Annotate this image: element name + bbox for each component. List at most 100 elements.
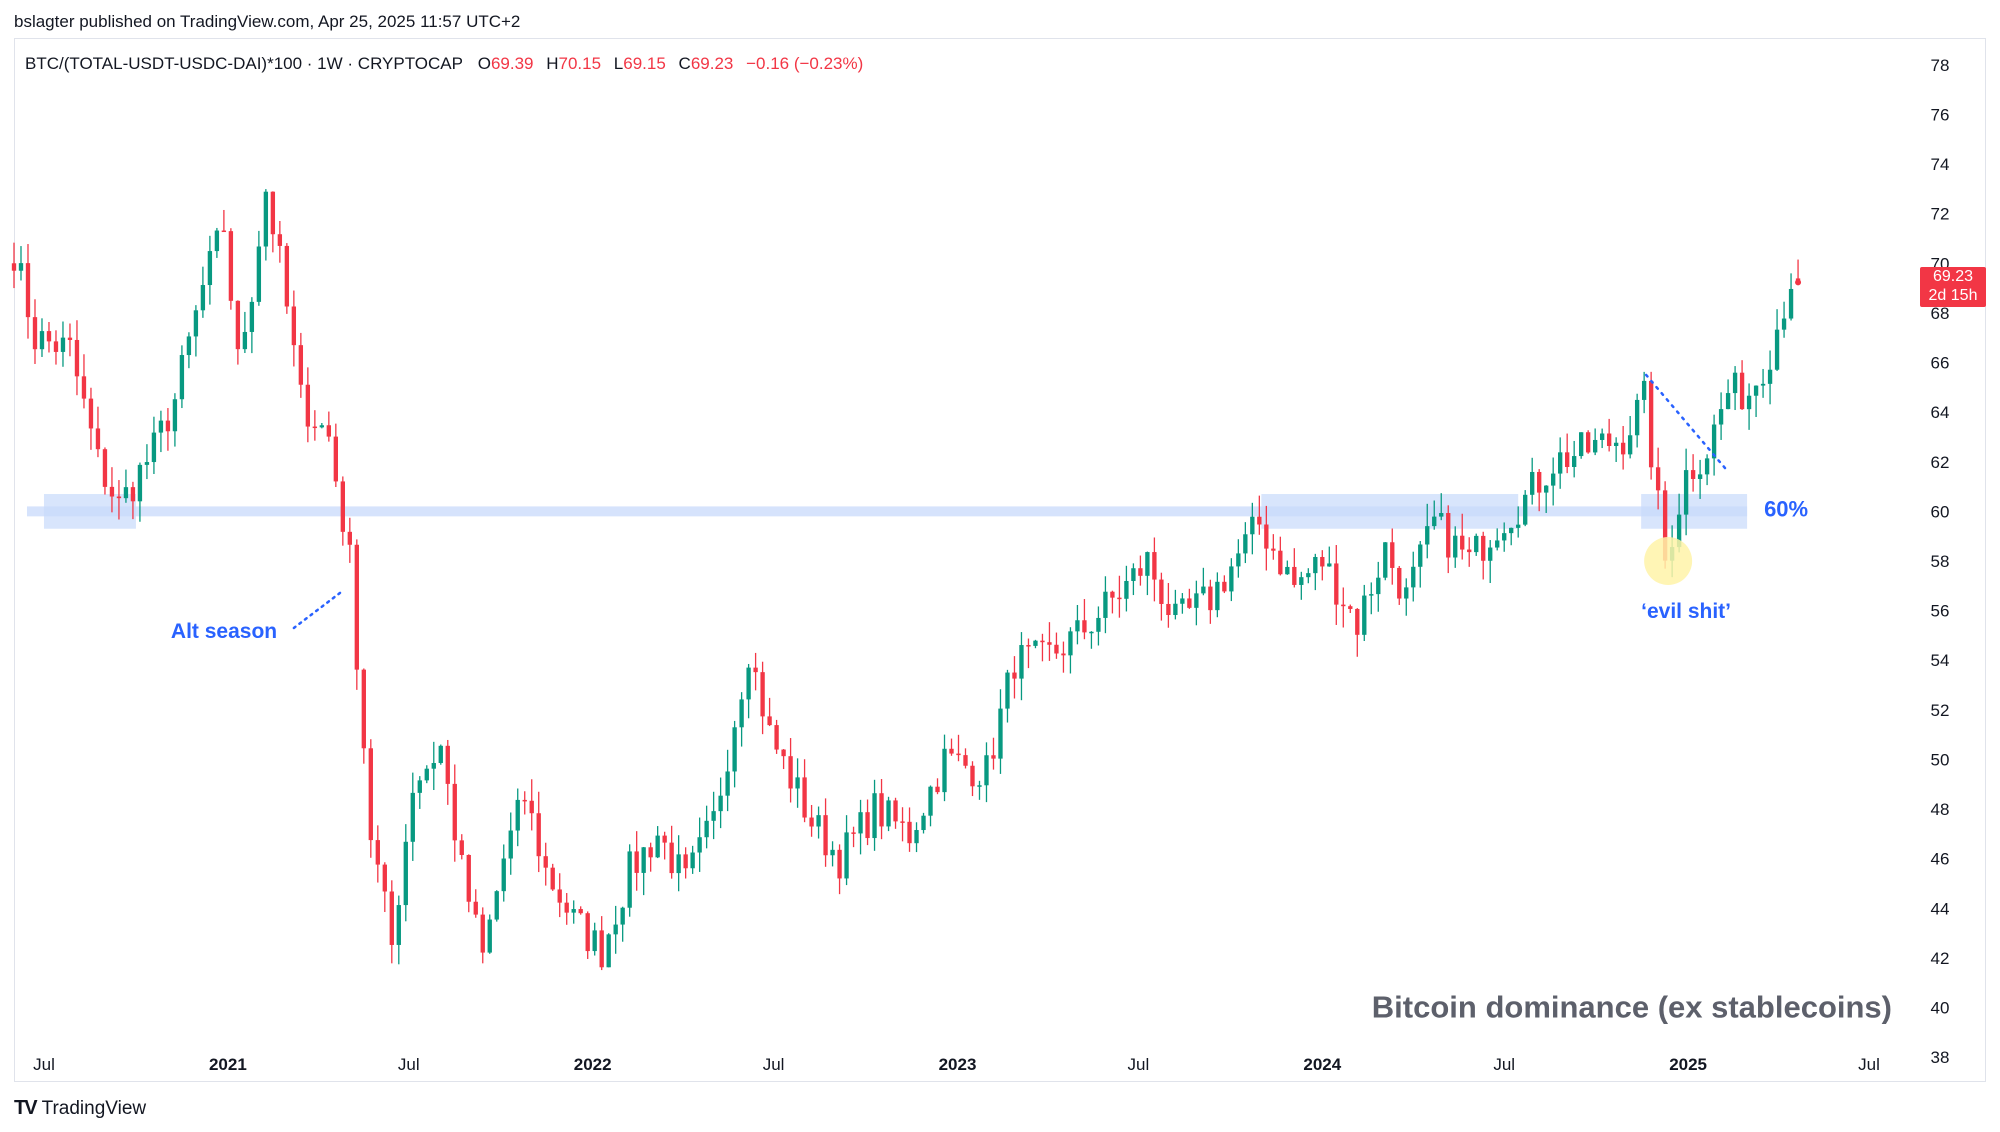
y-tick-label: 50: [1931, 750, 1950, 769]
y-tick-label: 58: [1931, 552, 1950, 571]
candle-body: [816, 815, 821, 827]
candle-body: [984, 755, 989, 786]
candle-body: [1159, 579, 1164, 604]
candle-body: [550, 867, 555, 890]
candle-body: [158, 420, 164, 433]
candle-body: [515, 799, 520, 831]
open-value: 69.39: [490, 54, 534, 73]
candle-body: [1285, 566, 1290, 575]
candle-body: [739, 699, 744, 728]
candle-body: [487, 919, 492, 953]
candle-body: [872, 793, 877, 839]
candle-body: [900, 821, 905, 823]
tradingview-logo-icon: TV: [14, 1097, 38, 1119]
candle-body: [1096, 617, 1101, 632]
y-tick-label: 48: [1931, 800, 1950, 819]
candle-body: [851, 832, 856, 834]
candle-body: [1131, 568, 1136, 581]
candle-body: [200, 285, 206, 311]
candle-body: [1655, 467, 1661, 491]
candle-body: [480, 914, 485, 953]
candle-body: [648, 847, 653, 858]
time-axis: Jul 2021 Jul 2022 Jul 2023 Jul 2024 Jul 2025 Jul: [33, 1055, 1880, 1074]
candle-body: [557, 889, 562, 903]
candle-body: [1075, 620, 1080, 632]
candle-body: [1446, 513, 1451, 558]
candle-body: [396, 905, 401, 945]
candle-body: [1355, 608, 1360, 635]
high-value: 70.15: [558, 54, 602, 73]
candle-body: [235, 300, 241, 350]
candle-body: [1236, 553, 1241, 567]
candle-body: [1292, 566, 1297, 585]
candle-body: [1551, 473, 1556, 486]
candle-body: [858, 812, 863, 834]
candle-body: [1599, 433, 1605, 440]
candle-body: [592, 930, 597, 952]
candle-body: [536, 813, 541, 857]
candle-body: [1641, 380, 1647, 400]
candle-body: [1676, 514, 1682, 548]
candle-body: [1495, 540, 1500, 548]
candle-body: [1257, 516, 1262, 525]
candle-body: [956, 753, 961, 756]
candle-body: [417, 780, 422, 793]
candle-body: [655, 835, 660, 858]
candle-body: [662, 835, 667, 843]
candle-body: [585, 913, 590, 952]
candle-body: [242, 331, 248, 350]
candle-body: [998, 708, 1003, 759]
candle-body: [781, 749, 786, 757]
candle-body: [1404, 587, 1409, 599]
candle-body: [361, 669, 366, 749]
candle-body: [1117, 597, 1122, 600]
candle-body: [669, 842, 674, 874]
tradingview-footer[interactable]: TV TradingView: [14, 1097, 146, 1120]
candle-body: [571, 909, 576, 913]
price-axis: 3840424446485052545658606264666870727476…: [1931, 56, 1950, 1067]
candle-body: [1732, 372, 1738, 394]
support-zone: [1261, 494, 1519, 529]
publish-info: bslagter published on TradingView.com, A…: [14, 12, 521, 31]
chart-title: Bitcoin dominance (ex stablecoins): [1372, 989, 1892, 1024]
x-tick-label: Jul: [763, 1055, 785, 1074]
candle-body: [501, 858, 506, 892]
candle-body: [1271, 548, 1276, 551]
candle-body: [228, 231, 234, 301]
candle-body: [1620, 442, 1626, 455]
candle-body: [1145, 552, 1150, 576]
candle-body: [1005, 672, 1010, 709]
candle-body: [1718, 409, 1724, 425]
y-tick-label: 42: [1931, 949, 1950, 968]
candle-body: [676, 854, 681, 874]
candle-body: [970, 765, 975, 787]
support-zones: [26, 494, 1748, 529]
brand-name: TradingView: [41, 1097, 147, 1119]
candle-body: [830, 849, 835, 856]
candle-body: [1166, 603, 1171, 615]
candle-body: [1327, 563, 1332, 567]
candle-body: [1725, 393, 1731, 410]
candle-body: [1585, 432, 1591, 453]
candle-body: [564, 902, 569, 913]
candle-body: [249, 301, 255, 332]
candle-body: [333, 436, 338, 482]
x-tick-label: 2024: [1303, 1055, 1341, 1074]
candle-body: [942, 748, 947, 793]
candle-body: [879, 793, 884, 827]
candle-body: [1054, 644, 1059, 654]
candle-body: [1110, 591, 1115, 598]
candle-body: [1194, 593, 1199, 608]
candle-body: [837, 849, 842, 879]
y-tick-label: 72: [1931, 205, 1950, 224]
candle-body: [1082, 620, 1087, 633]
x-tick-label: Jul: [33, 1055, 55, 1074]
candle-body: [1488, 547, 1493, 561]
x-tick-label: Jul: [1858, 1055, 1880, 1074]
candle-body: [214, 230, 220, 252]
candle-body: [53, 341, 59, 352]
candle-body: [1019, 645, 1024, 679]
candle-body: [613, 924, 618, 935]
candle-body: [1313, 556, 1318, 574]
